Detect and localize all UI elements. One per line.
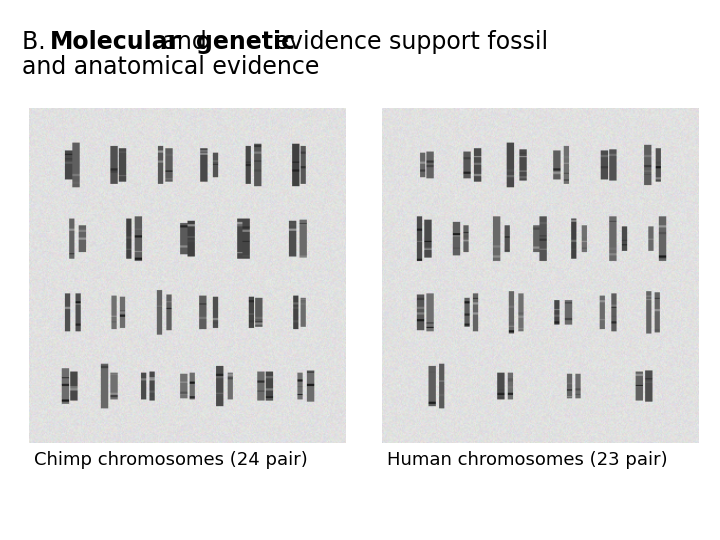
Text: and anatomical evidence: and anatomical evidence [22,55,320,79]
Text: evidence support fossil: evidence support fossil [267,30,548,54]
Text: B.: B. [22,30,53,54]
Text: Chimp chromosomes (24 pair): Chimp chromosomes (24 pair) [34,451,307,469]
Text: and: and [155,30,215,54]
Text: Human chromosomes (23 pair): Human chromosomes (23 pair) [387,451,667,469]
Text: genetic: genetic [196,30,295,54]
Text: Molecular: Molecular [50,30,180,54]
